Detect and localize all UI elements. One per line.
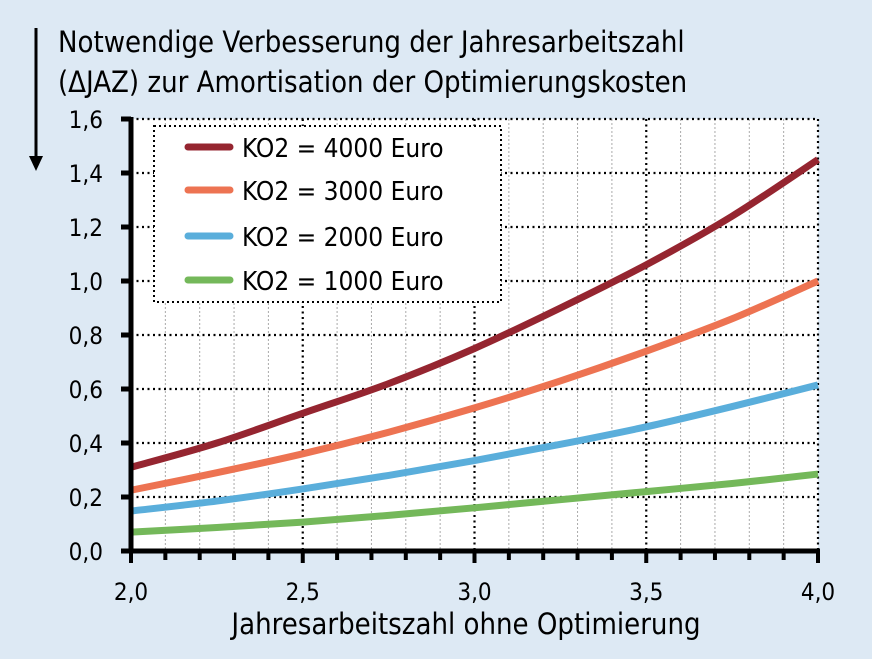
x-tick-label: 4,0	[801, 578, 835, 606]
x-tick-label: 3,0	[457, 578, 491, 606]
x-tick-label: 3,5	[629, 578, 663, 606]
x-tick-labels: 2,0 2,5 3,0 3,5 4,0	[114, 578, 835, 606]
series-line	[130, 381, 819, 515]
y-tick-label: 1,4	[69, 160, 103, 188]
y-tick-label: 0,2	[69, 484, 103, 512]
y-tick-label: 0,4	[69, 430, 103, 458]
legend: KO2 = 4000 Euro KO2 = 3000 Euro KO2 = 2000…	[153, 125, 502, 303]
y-tick-label: 1,0	[69, 268, 103, 296]
series-line	[130, 277, 820, 494]
y-tick-label: 0,6	[69, 376, 103, 404]
x-tick-label: 2,5	[286, 578, 320, 606]
y-tick-label: 0,8	[69, 322, 103, 350]
legend-label: KO2 = 1000 Euro	[242, 267, 444, 297]
series-line	[130, 470, 819, 536]
down-arrow-icon	[29, 28, 43, 171]
chart-title-line-1: Notwendige Verbesserung der Jahresarbeit…	[58, 25, 685, 59]
legend-label: KO2 = 3000 Euro	[242, 177, 444, 207]
series-line	[130, 156, 820, 471]
y-tick-label: 1,6	[69, 106, 103, 134]
y-tick-label: 0,0	[69, 538, 103, 566]
chart-title-line-2: (ΔJAZ) zur Amortisation der Optimierungs…	[58, 65, 687, 99]
legend-label: KO2 = 2000 Euro	[242, 223, 444, 253]
y-tick-label: 1,2	[69, 214, 103, 242]
legend-box	[153, 125, 502, 303]
axes	[121, 116, 820, 563]
y-tick-labels: 0,0 0,2 0,4 0,6 0,8 1,0 1,2 1,4 1,6	[69, 106, 103, 566]
x-tick-label: 2,0	[114, 578, 148, 606]
series-lines	[130, 156, 820, 536]
legend-label: KO2 = 4000 Euro	[242, 134, 444, 164]
x-axis-label: Jahresarbeitszahl ohne Optimierung	[229, 607, 700, 641]
